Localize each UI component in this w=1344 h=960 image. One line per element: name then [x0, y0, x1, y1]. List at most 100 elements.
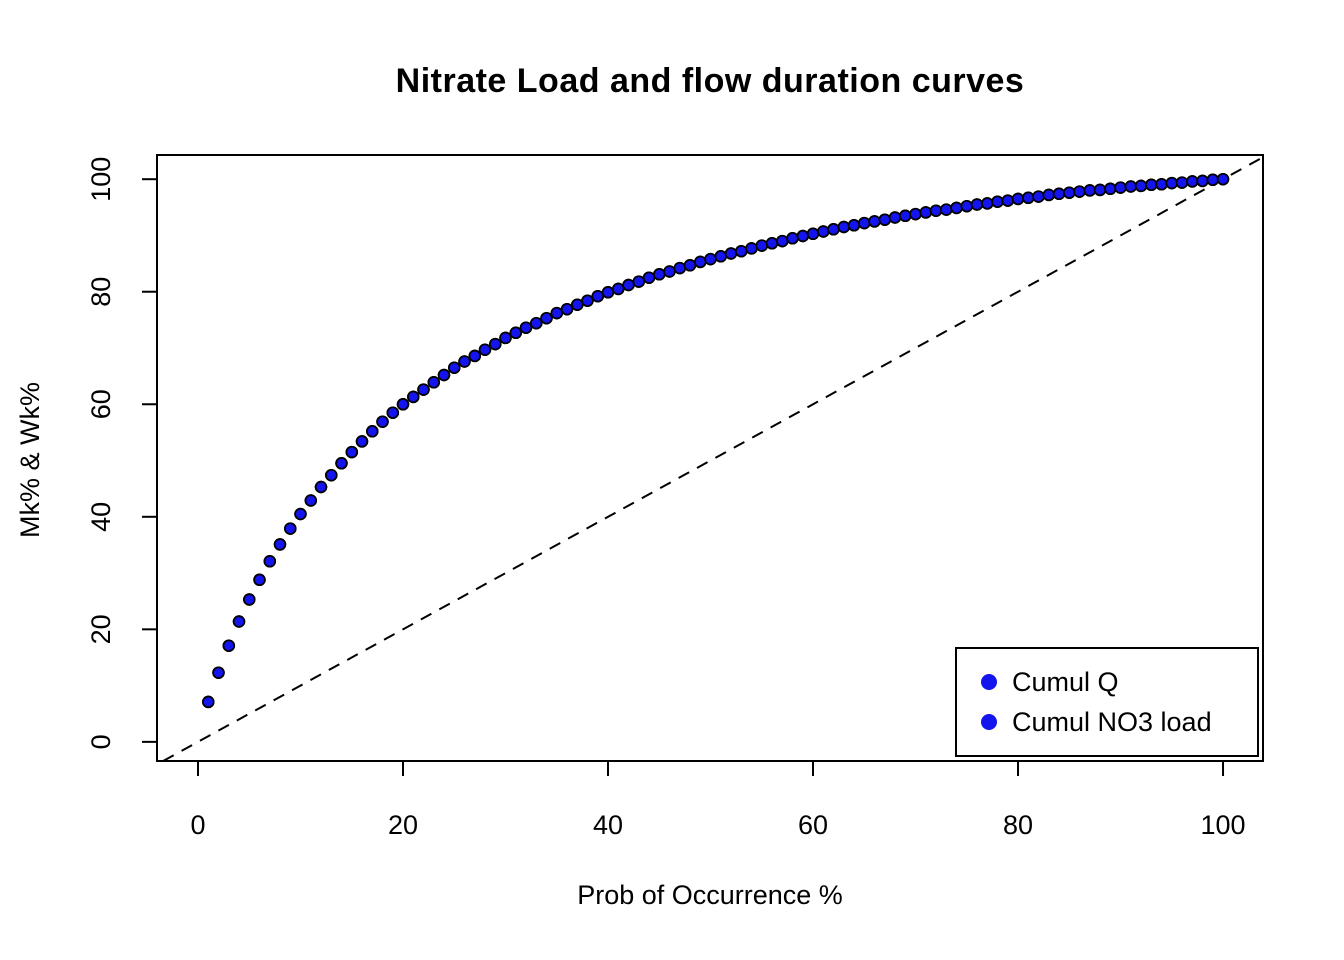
x-tick-label: 0 — [190, 810, 205, 840]
data-point — [325, 468, 338, 482]
data-point — [550, 306, 564, 320]
data-point — [499, 331, 512, 345]
legend-item-cumul-q: Cumul Q — [981, 665, 1257, 699]
data-point — [560, 302, 574, 316]
data-point — [601, 286, 615, 299]
data-points — [202, 172, 1230, 709]
y-tick-label: 100 — [86, 157, 116, 202]
plot-border — [156, 154, 1264, 762]
data-point — [1073, 185, 1086, 198]
x-axis-label: Prob of Occurrence % — [577, 880, 843, 910]
data-point — [294, 507, 307, 521]
data-point — [458, 355, 471, 368]
data-point — [489, 337, 502, 351]
data-point — [448, 361, 461, 374]
data-point — [530, 316, 543, 330]
data-point — [273, 538, 287, 551]
data-point — [735, 244, 748, 258]
data-point — [950, 201, 963, 215]
data-point — [263, 555, 277, 568]
y-axis-label: Mk% & Wk% — [15, 382, 45, 539]
data-point — [786, 232, 799, 245]
data-point — [591, 289, 605, 303]
data-point — [817, 225, 830, 238]
data-point — [724, 247, 738, 260]
data-point — [222, 639, 236, 652]
data-point — [253, 573, 266, 587]
data-point — [612, 282, 625, 296]
data-point — [1134, 179, 1148, 193]
data-point — [796, 229, 810, 243]
data-point — [1011, 192, 1025, 206]
legend-box: Cumul Q Cumul NO3 load — [955, 647, 1259, 757]
y-tick-label: 40 — [86, 502, 116, 532]
data-point — [929, 204, 943, 217]
y-tick-label: 60 — [86, 389, 116, 419]
data-point — [243, 593, 256, 606]
data-point — [437, 368, 451, 382]
data-point — [704, 252, 717, 266]
data-point — [909, 207, 922, 221]
data-point — [806, 227, 820, 241]
data-point — [571, 298, 584, 311]
data-point — [519, 321, 533, 334]
data-point — [1165, 176, 1179, 190]
data-point — [632, 275, 646, 288]
data-point — [478, 343, 492, 356]
data-point — [837, 220, 851, 234]
data-point — [1114, 181, 1127, 194]
data-point — [540, 311, 553, 325]
legend-marker-dot-icon — [981, 674, 997, 690]
data-point — [468, 349, 482, 363]
data-point — [940, 203, 953, 216]
data-point — [899, 209, 912, 223]
data-point — [653, 268, 666, 281]
data-point — [366, 425, 379, 438]
data-point — [304, 494, 318, 507]
data-point — [335, 457, 348, 470]
data-point — [1145, 178, 1158, 192]
data-point — [981, 197, 994, 210]
data-point — [1063, 186, 1076, 199]
data-point — [509, 326, 523, 340]
data-point — [1155, 178, 1168, 191]
x-tick-label: 20 — [388, 810, 418, 840]
legend-item-cumul-no3-load: Cumul NO3 load — [981, 705, 1257, 739]
data-point — [1083, 184, 1097, 197]
data-point — [765, 237, 779, 250]
data-point — [212, 666, 225, 679]
data-point — [970, 198, 984, 211]
axis-ticks — [142, 178, 1225, 776]
data-point — [714, 250, 728, 263]
y-tick-label: 0 — [86, 734, 116, 749]
x-tick-label: 100 — [1200, 810, 1245, 840]
legend-label-cumul-q: Cumul Q — [1012, 666, 1119, 697]
data-point — [755, 239, 769, 252]
data-point — [1196, 174, 1209, 188]
data-point — [376, 415, 389, 428]
x-tick-label: 40 — [593, 810, 623, 840]
data-point — [622, 278, 635, 292]
data-point — [683, 259, 697, 272]
legend-marker-dot-icon — [981, 714, 997, 730]
x-tick-label: 60 — [798, 810, 828, 840]
data-point — [673, 261, 687, 275]
data-point — [417, 383, 430, 396]
data-point — [427, 376, 441, 389]
data-point — [663, 265, 676, 278]
data-point — [1175, 176, 1189, 189]
chart-title: Nitrate Load and flow duration curves — [395, 62, 1025, 100]
data-point — [232, 615, 246, 628]
data-point — [1206, 173, 1220, 187]
data-point — [776, 234, 789, 248]
data-point — [202, 695, 215, 709]
data-point — [827, 223, 840, 236]
data-point — [386, 406, 400, 419]
data-point — [858, 216, 871, 230]
data-point — [581, 294, 594, 307]
data-point — [1186, 175, 1199, 188]
data-point — [878, 213, 892, 226]
legend-label-cumul-no3-load: Cumul NO3 load — [1012, 706, 1212, 737]
data-point — [1216, 172, 1230, 186]
